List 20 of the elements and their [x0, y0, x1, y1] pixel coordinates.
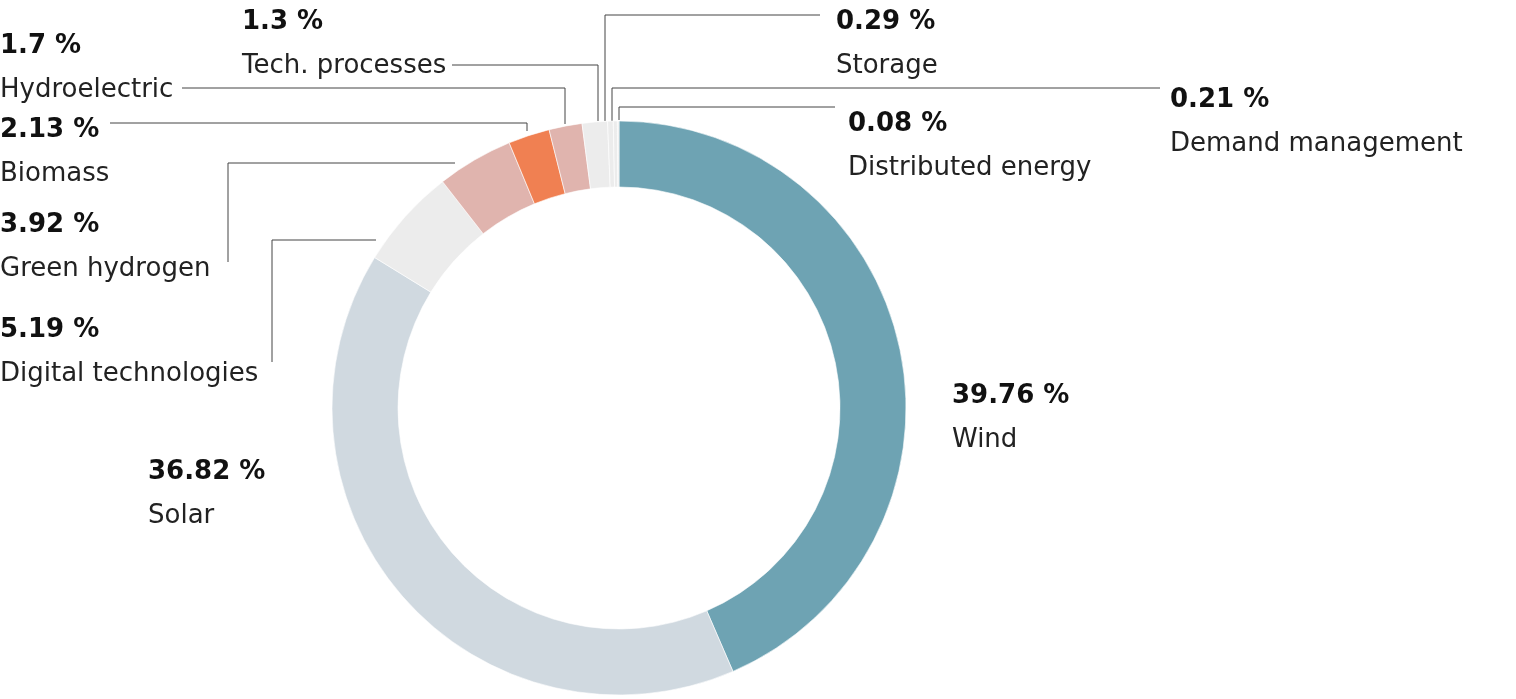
- data-label: 0.29 %: [836, 5, 936, 35]
- slice-label: Distributed energy: [848, 151, 1092, 181]
- slice-label: Wind: [952, 423, 1018, 453]
- slice-label: Storage: [836, 49, 938, 79]
- data-label: 39.76 %: [952, 379, 1070, 409]
- slice-label: Solar: [148, 499, 215, 529]
- slice-label: Biomass: [0, 157, 110, 187]
- slice-label: Digital technologies: [0, 357, 259, 387]
- data-label: 5.19 %: [0, 313, 100, 343]
- slice-label: Tech. processes: [241, 49, 447, 79]
- data-label: 0.08 %: [848, 107, 948, 137]
- data-label: 0.21 %: [1170, 83, 1270, 113]
- data-label: 2.13 %: [0, 113, 100, 143]
- data-label: 1.3 %: [242, 5, 324, 35]
- data-label: 36.82 %: [148, 455, 266, 485]
- slice-label: Green hydrogen: [0, 252, 211, 282]
- data-label: 3.92 %: [0, 208, 100, 238]
- slice-label: Hydroelectric: [0, 73, 174, 103]
- data-label: 1.7 %: [0, 29, 82, 59]
- slice-label: Demand management: [1170, 127, 1463, 157]
